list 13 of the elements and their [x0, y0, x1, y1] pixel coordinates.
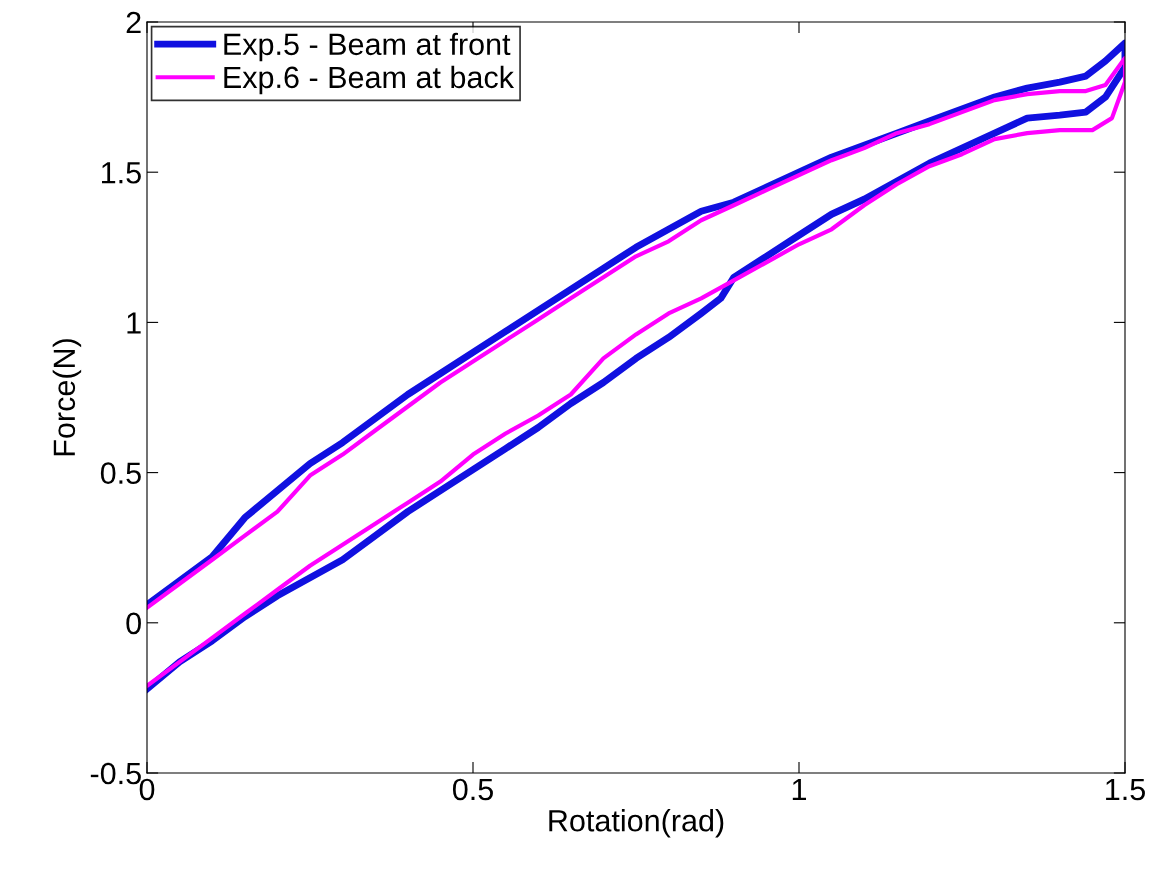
- y-axis-title: Force(N): [52, 339, 82, 456]
- legend-label: Exp.6 - Beam at back: [224, 65, 515, 95]
- y-tick-label: -0.5: [90, 762, 141, 785]
- x-tick-label: 1: [792, 778, 807, 800]
- legend-label: Exp.5 - Beam at front: [224, 32, 511, 62]
- y-tick-label: 1: [127, 312, 141, 334]
- y-tick-label: 2: [126, 11, 141, 34]
- x-tick-label: 0.5: [452, 778, 493, 801]
- x-tick-label: 1.5: [1106, 778, 1145, 801]
- y-tick-label: 1.5: [102, 162, 141, 184]
- x-axis-title: Rotation(rad): [549, 809, 724, 838]
- y-tick-label: 0: [126, 612, 141, 635]
- y-tick-label: 0.5: [100, 462, 141, 484]
